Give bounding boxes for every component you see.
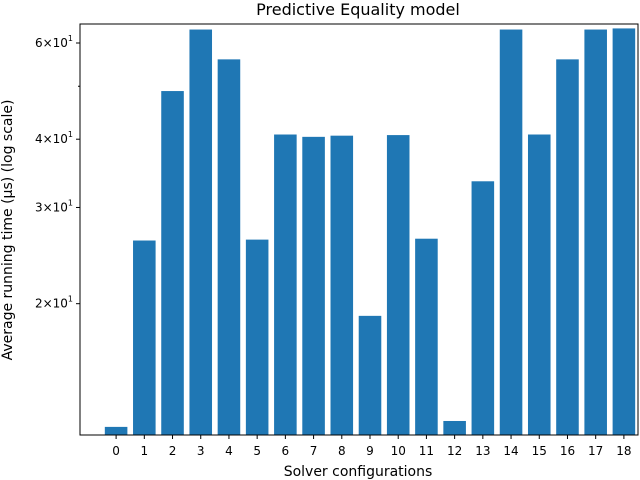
x-tick-label: 0 xyxy=(112,444,120,458)
plot-frame xyxy=(79,23,639,436)
y-axis-label: Average running time (μs) (log scale) xyxy=(0,100,16,361)
x-axis-ticks: 0 1 2 3 4 5 6 7 8 9 10 11 12 13 14 15 16 17 18 xyxy=(112,435,632,458)
x-tick-label: 17 xyxy=(588,444,603,458)
bar-14 xyxy=(499,29,523,435)
bar-17 xyxy=(584,29,607,435)
bar-5 xyxy=(245,239,269,435)
bar-8 xyxy=(330,135,354,435)
x-tick-label: 1 xyxy=(140,444,148,458)
x-axis-label: Solver configurations xyxy=(284,464,433,480)
y-axis-ticks: 2×101 3×101 4×101 6×101 xyxy=(35,34,80,311)
x-tick-label: 5 xyxy=(253,444,261,458)
bar-7 xyxy=(302,136,325,435)
x-tick-label: 6 xyxy=(282,444,290,458)
bar-6 xyxy=(274,134,297,435)
bar-4 xyxy=(217,59,241,435)
x-tick-label: 3 xyxy=(197,444,205,458)
x-tick-label: 16 xyxy=(560,444,575,458)
x-tick-label: 18 xyxy=(616,444,631,458)
x-tick-label: 12 xyxy=(447,444,462,458)
x-tick-label: 13 xyxy=(475,444,490,458)
y-tick-label: 3×101 xyxy=(35,198,73,214)
x-tick-label: 15 xyxy=(532,444,547,458)
chart-title: Predictive Equality model xyxy=(256,0,460,19)
bar-13 xyxy=(471,181,495,435)
bar-9 xyxy=(358,315,382,435)
bar-10 xyxy=(386,135,410,435)
x-tick-label: 2 xyxy=(169,444,177,458)
bar-0 xyxy=(104,426,128,435)
y-tick-label: 2×101 xyxy=(35,295,73,311)
x-tick-label: 4 xyxy=(225,444,233,458)
x-tick-label: 10 xyxy=(391,444,406,458)
bar-12 xyxy=(443,420,466,435)
y-tick-label: 4×101 xyxy=(35,130,73,146)
bar-group xyxy=(104,28,636,436)
x-tick-label: 8 xyxy=(338,444,346,458)
bar-18 xyxy=(612,28,636,436)
x-tick-label: 14 xyxy=(503,444,518,458)
bar-3 xyxy=(189,29,213,435)
bar-15 xyxy=(527,134,551,435)
bar-2 xyxy=(161,91,184,435)
x-tick-label: 11 xyxy=(419,444,434,458)
y-tick-label: 6×101 xyxy=(35,34,73,50)
x-tick-label: 9 xyxy=(366,444,374,458)
bar-11 xyxy=(415,238,438,435)
x-tick-label: 7 xyxy=(310,444,318,458)
bar-1 xyxy=(133,240,156,435)
bar-16 xyxy=(556,59,579,435)
